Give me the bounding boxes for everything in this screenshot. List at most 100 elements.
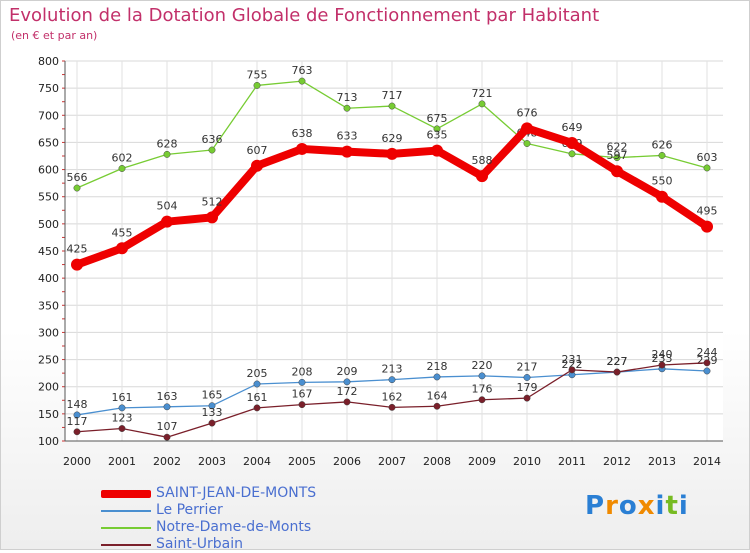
y-tick-label: 800 [38,55,59,68]
data-point-notre-dame-de-monts [208,146,216,154]
data-label-saint-jean-de-monts: 455 [112,226,133,239]
data-point-saint-urbain [568,366,576,374]
y-tick-label: 200 [38,381,59,394]
data-point-saint-jean-de-monts [521,122,533,135]
data-label-saint-urbain: 240 [652,348,673,361]
legend-label: Notre-Dame-de-Monts [156,519,312,535]
data-point-le-perrier [208,402,216,410]
data-point-saint-jean-de-monts [431,144,443,157]
data-point-notre-dame-de-monts [163,150,171,158]
x-tick-label: 2013 [648,455,676,468]
x-tick-label: 2000 [63,455,91,468]
logo-letter: o [618,491,638,521]
data-point-saint-urbain [523,394,531,402]
data-point-notre-dame-de-monts [523,140,531,147]
data-point-saint-jean-de-monts [611,165,623,178]
data-point-notre-dame-de-monts [73,184,81,192]
legend-swatch [101,510,151,512]
data-label-saint-jean-de-monts: 597 [607,149,628,162]
data-label-saint-urbain: 179 [517,381,538,394]
data-point-notre-dame-de-monts [388,102,396,110]
data-point-saint-urbain [73,428,81,436]
data-label-notre-dame-de-monts: 721 [472,87,493,100]
logo-letter: P [585,491,606,521]
data-label-saint-urbain: 231 [562,353,583,366]
y-tick-label: 250 [38,354,59,367]
y-tick-label: 450 [38,245,59,258]
data-point-saint-jean-de-monts [701,220,713,233]
data-point-le-perrier [73,411,81,419]
data-label-notre-dame-de-monts: 603 [697,151,718,164]
x-tick-label: 2004 [243,455,271,468]
x-tick-label: 2014 [693,455,721,468]
data-point-saint-jean-de-monts [386,147,398,160]
data-point-le-perrier [163,403,171,411]
legend-label: Le Perrier [156,502,223,518]
data-label-saint-jean-de-monts: 649 [562,121,583,134]
y-tick-label: 100 [38,435,59,448]
y-tick-label: 350 [38,299,59,312]
data-label-notre-dame-de-monts: 763 [292,64,313,77]
data-label-le-perrier: 165 [202,389,223,402]
data-label-saint-urbain: 244 [697,346,718,359]
data-label-le-perrier: 148 [67,398,88,411]
data-label-le-perrier: 205 [247,367,268,380]
data-label-le-perrier: 227 [607,355,628,368]
data-label-saint-urbain: 161 [247,391,268,404]
x-tick-label: 2002 [153,455,181,468]
data-point-saint-urbain [118,425,126,432]
data-point-saint-urbain [253,404,261,412]
data-point-saint-jean-de-monts [116,242,128,255]
data-point-notre-dame-de-monts [343,104,351,112]
data-point-saint-urbain [388,403,396,411]
chart-subtitle: (en € et par an) [11,29,98,42]
data-label-saint-urbain: 164 [427,389,448,402]
data-label-le-perrier: 217 [517,360,538,373]
data-point-saint-jean-de-monts [206,211,218,224]
data-point-notre-dame-de-monts [658,152,666,159]
data-point-notre-dame-de-monts [703,164,711,172]
x-tick-label: 2003 [198,455,226,468]
logo-letter: r [605,491,619,521]
data-label-le-perrier: 161 [112,391,133,404]
x-tick-label: 2006 [333,455,361,468]
data-label-saint-urbain: 123 [112,412,133,425]
logo-letter: i [678,491,689,521]
data-label-saint-jean-de-monts: 607 [247,144,268,157]
data-label-le-perrier: 220 [472,359,493,372]
proxiti-logo: Proxiti [585,491,689,521]
data-point-notre-dame-de-monts [118,165,126,172]
data-label-saint-jean-de-monts: 512 [202,195,223,208]
data-label-saint-jean-de-monts: 425 [67,243,88,256]
x-tick-label: 2011 [558,455,586,468]
x-tick-label: 2005 [288,455,316,468]
data-point-le-perrier [478,372,486,380]
data-point-notre-dame-de-monts [568,150,576,158]
data-point-saint-urbain [343,398,351,406]
data-label-notre-dame-de-monts: 713 [337,91,358,104]
data-point-saint-urbain [208,419,216,427]
data-point-saint-jean-de-monts [656,190,668,203]
data-label-saint-jean-de-monts: 550 [652,175,673,188]
data-label-le-perrier: 208 [292,365,313,378]
y-tick-label: 300 [38,326,59,339]
data-point-le-perrier [523,374,531,381]
y-tick-label: 650 [38,136,59,149]
data-point-le-perrier [343,378,351,386]
data-point-le-perrier [118,404,126,412]
data-label-notre-dame-de-monts: 602 [112,151,133,164]
data-point-notre-dame-de-monts [433,125,441,133]
data-label-le-perrier: 209 [337,365,358,378]
data-label-saint-urbain: 133 [202,406,223,419]
chart-title: Evolution de la Dotation Globale de Fonc… [9,5,600,26]
data-point-notre-dame-de-monts [253,81,261,89]
data-label-saint-jean-de-monts: 629 [382,132,403,145]
logo-letter: t [665,491,679,521]
data-label-notre-dame-de-monts: 755 [247,68,268,81]
data-point-le-perrier [433,373,441,381]
legend-label: SAINT-JEAN-DE-MONTS [156,485,317,501]
data-label-saint-urbain: 172 [337,385,358,398]
data-label-saint-jean-de-monts: 504 [157,200,178,213]
